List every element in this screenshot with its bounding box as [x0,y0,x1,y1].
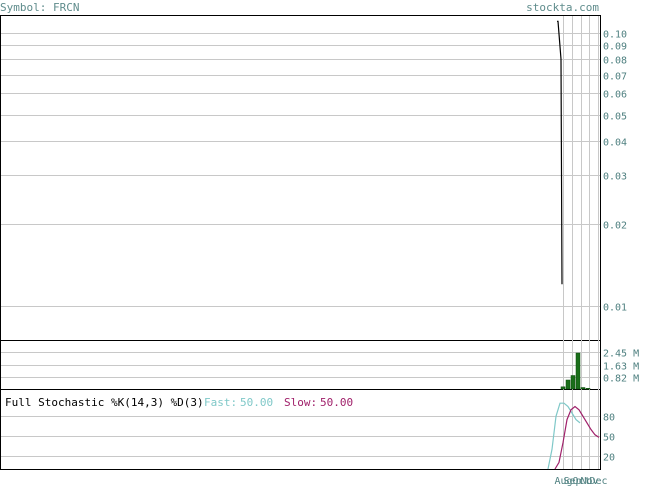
price-tick-label: 0.10 [603,30,627,41]
price-series [557,20,563,285]
date-tick-label: Sep [563,476,581,486]
volume-bar [560,386,566,390]
volume-bar [575,352,581,390]
fast-label: Fast: [204,396,237,409]
symbol-label: Symbol: FRCN [0,1,79,14]
date-tick-label: Aug [554,476,572,486]
date-tick-label: Oct [572,476,590,486]
volume-bar [570,375,576,390]
volume-bars [560,352,591,390]
price-axis: 0.100.09 0.08 0.07 0.06 0.05 0.04 0.03 0.02 0.01 [603,30,627,314]
date-tick-label: Nov [580,476,598,486]
price-tick-label: 0.08 [603,56,627,67]
fast-value: 50.00 [240,396,273,409]
volume-bar [580,387,586,390]
price-tick-label: 0.01 [603,303,627,314]
stochastic-tick-label: 50 [603,433,615,444]
volume-tick-label: 0.82 M [603,374,639,385]
site-label[interactable]: stockta.com [526,1,599,14]
volume-tick-label: 1.63 M [603,362,639,373]
price-grid [1,33,600,307]
volume-tick-label: 2.45 M [603,349,639,360]
slow-label: Slow: [284,396,317,409]
price-line [557,20,563,285]
stochastic-grid [1,416,600,457]
stochastic-tick-label: 80 [603,413,615,424]
price-tick-label: 0.07 [603,72,627,83]
price-tick-label: 0.04 [603,138,627,149]
price-tick-label: 0.02 [603,221,627,232]
stochastic-tick-label: 20 [603,453,615,464]
volume-bar [565,379,571,390]
date-tick-label: Dec [589,476,607,486]
date-gridlines [563,16,599,469]
stochastic-panel-frame [0,389,601,470]
price-panel-frame [0,15,601,341]
price-tick-label: 0.05 [603,112,627,123]
stochastic-title: Full Stochastic %K(14,3) %D(3) [5,396,204,409]
fast-stochastic-line [547,402,581,470]
slow-stochastic-line [554,405,600,470]
volume-bar [585,388,591,390]
volume-grid [1,352,600,378]
price-tick-label: 0.06 [603,90,627,101]
volume-axis: 2.45 M 1.63 M0.82 M [603,349,639,385]
stochastic-series [547,402,600,470]
stochastic-axis: 80 50 20 [603,413,615,464]
slow-value: 50.00 [320,396,353,409]
price-tick-label: 0.09 [603,42,627,53]
price-tick-label: 0.03 [603,172,627,183]
